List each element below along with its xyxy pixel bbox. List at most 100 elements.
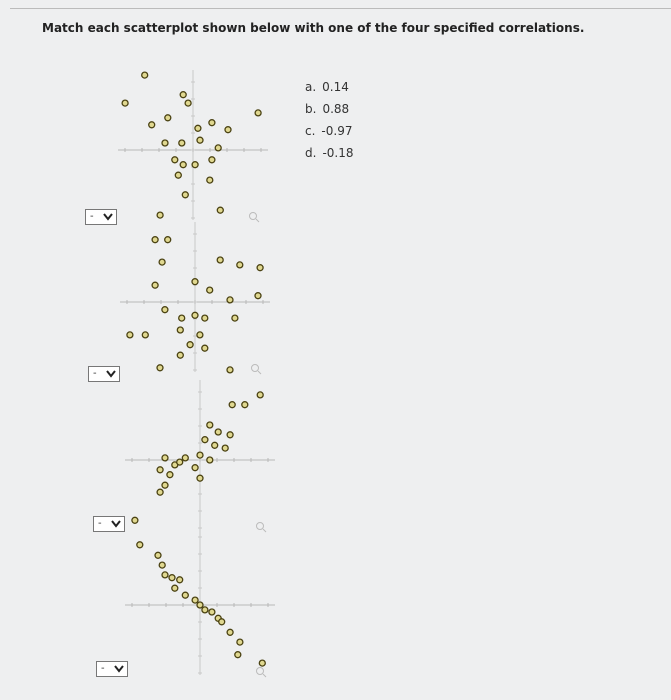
- point: [226, 431, 234, 439]
- point: [254, 109, 262, 117]
- chevron-path: [111, 520, 121, 528]
- chevron: [103, 213, 113, 221]
- point: [176, 326, 184, 334]
- point: [191, 161, 199, 169]
- option-letter: b.: [305, 102, 317, 116]
- point: [168, 574, 176, 582]
- dropdown-value: -: [101, 663, 105, 674]
- option: b. 0.88: [305, 102, 355, 116]
- question: Match each scatterplot shown below with …: [42, 21, 585, 35]
- point: [151, 281, 159, 289]
- point: [176, 458, 184, 466]
- point: [191, 311, 199, 319]
- point: [241, 401, 249, 409]
- zoom-icon: [256, 667, 267, 678]
- zoom-handle: [262, 673, 267, 678]
- point: [164, 236, 172, 244]
- option-value: -0.97: [321, 124, 353, 138]
- point: [178, 314, 186, 322]
- option-value: 0.88: [322, 102, 350, 116]
- chevron: [114, 665, 124, 673]
- zoom-lens: [256, 522, 264, 530]
- chevron: [111, 520, 121, 528]
- point: [206, 456, 214, 464]
- zoom-handle: [257, 370, 262, 375]
- point: [156, 211, 164, 219]
- zoom-lens: [251, 364, 259, 372]
- point: [176, 576, 184, 584]
- point: [216, 206, 224, 214]
- point: [196, 474, 204, 482]
- chevron-path: [114, 665, 124, 673]
- point: [226, 366, 234, 374]
- option-letter: c.: [305, 124, 316, 138]
- point: [161, 454, 169, 462]
- point: [256, 264, 264, 272]
- point: [121, 99, 129, 107]
- point: [181, 191, 189, 199]
- point: [148, 121, 156, 129]
- point: [154, 551, 162, 559]
- dropdown-value: -: [90, 211, 94, 222]
- chevron: [106, 370, 116, 378]
- point: [191, 278, 199, 286]
- point: [214, 428, 222, 436]
- option: a. 0.14: [305, 80, 355, 94]
- point: [151, 236, 159, 244]
- dropdown-value: -: [98, 518, 102, 529]
- point: [186, 341, 194, 349]
- point: [196, 601, 204, 609]
- point: [179, 161, 187, 169]
- divider: [10, 8, 671, 9]
- point: [176, 351, 184, 359]
- point: [191, 464, 199, 472]
- point: [156, 488, 164, 496]
- option-value: 0.14: [322, 80, 349, 94]
- point: [201, 606, 209, 614]
- dropdown-value: -: [93, 368, 97, 379]
- point: [181, 454, 189, 462]
- point: [164, 114, 172, 122]
- point: [179, 91, 187, 99]
- point: [221, 444, 229, 452]
- dropdown[interactable]: -: [88, 366, 120, 382]
- point: [226, 628, 234, 636]
- point: [174, 171, 182, 179]
- zoom-handle: [262, 528, 267, 533]
- point: [178, 139, 186, 147]
- point: [224, 126, 232, 134]
- point: [194, 124, 202, 132]
- point: [236, 638, 244, 646]
- point: [196, 331, 204, 339]
- point: [161, 571, 169, 579]
- point: [161, 481, 169, 489]
- point: [196, 136, 204, 144]
- zoom-icon: [256, 522, 267, 533]
- point: [234, 651, 242, 659]
- point: [171, 584, 179, 592]
- point: [158, 258, 166, 266]
- zoom-icon: [251, 364, 262, 375]
- point: [191, 596, 199, 604]
- point: [206, 286, 214, 294]
- point: [218, 618, 226, 626]
- dropdown[interactable]: -: [85, 209, 117, 225]
- point: [136, 541, 144, 549]
- point: [196, 451, 204, 459]
- point: [131, 516, 139, 524]
- point: [206, 421, 214, 429]
- point: [158, 561, 166, 569]
- option-letter: d.: [305, 146, 317, 160]
- point: [208, 119, 216, 127]
- option-value: -0.18: [322, 146, 354, 160]
- point: [208, 156, 216, 164]
- option-letter: a.: [305, 80, 317, 94]
- dropdown[interactable]: -: [93, 516, 125, 532]
- chevron-path: [106, 370, 116, 378]
- point: [184, 99, 192, 107]
- point: [208, 608, 216, 616]
- point: [214, 144, 222, 152]
- point: [201, 344, 209, 352]
- dropdown[interactable]: -: [96, 661, 128, 677]
